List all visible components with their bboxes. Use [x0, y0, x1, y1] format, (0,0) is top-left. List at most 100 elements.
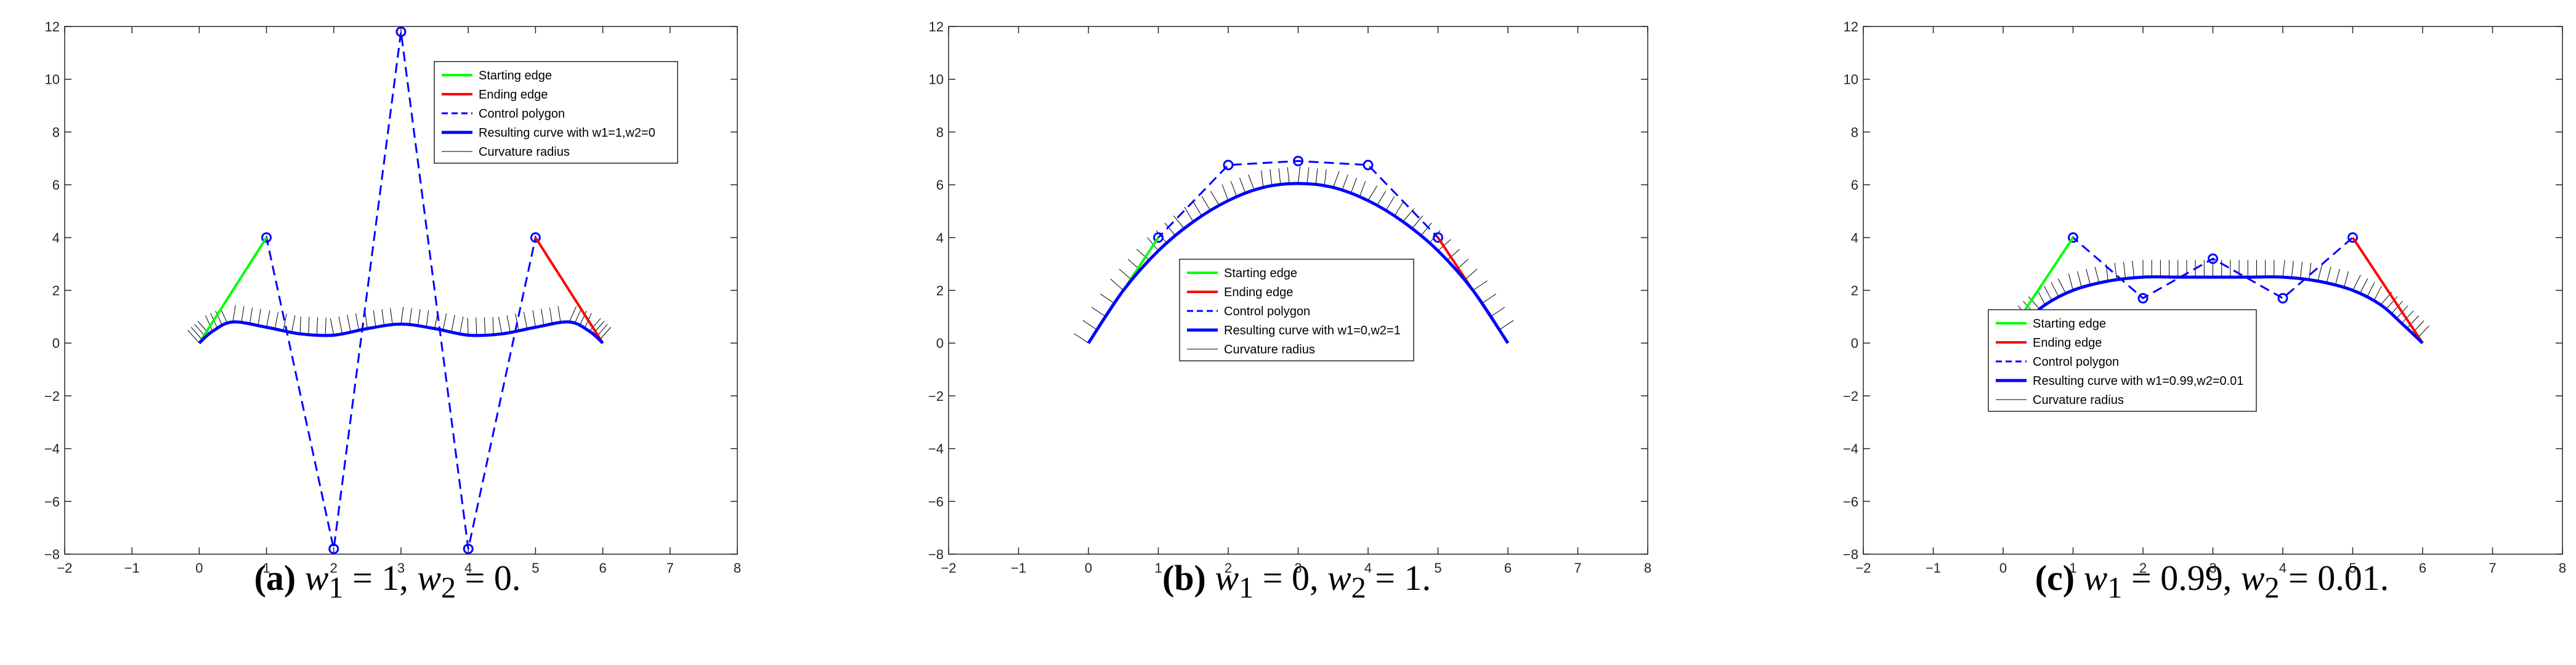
curvature-radius-lines — [1074, 166, 1514, 344]
legend-label: Ending edge — [1224, 286, 1293, 299]
x-tick-label: −1 — [124, 560, 140, 576]
curvature-radius-line — [1385, 196, 1395, 212]
y-tick-label: 6 — [936, 177, 944, 193]
curvature-radius-line — [2282, 260, 2285, 278]
legend-box — [434, 61, 678, 164]
x-tick-label: 3 — [1294, 560, 1302, 576]
curvature-radius-line — [232, 305, 236, 322]
x-tick-label: 5 — [2349, 560, 2356, 576]
x-tick-label: 7 — [666, 560, 674, 576]
curvature-radius-line — [330, 318, 334, 336]
curvature-radius-line — [205, 315, 213, 332]
curvature-radius-line — [1481, 294, 1497, 304]
x-tick-label: 8 — [734, 560, 741, 576]
y-tick-label: −6 — [1843, 494, 1858, 509]
curvature-radius-line — [1446, 249, 1460, 261]
curvature-radius-line — [1287, 167, 1290, 185]
caption-c-w2: 0.01 — [2317, 558, 2380, 598]
y-tick-label: −8 — [1843, 547, 1858, 562]
y-tick-label: 2 — [936, 283, 944, 299]
curvature-radius-line — [257, 308, 261, 326]
curvature-radius-line — [2057, 278, 2067, 294]
y-tick-label: −2 — [1843, 389, 1858, 404]
x-tick-label: 8 — [2559, 560, 2566, 576]
curvature-radius-line — [417, 309, 421, 327]
starting-edge — [198, 236, 268, 344]
curvature-radius-line — [283, 313, 287, 331]
curvature-radius-line — [2123, 262, 2126, 280]
curvature-radius-line — [390, 308, 393, 326]
curvature-radius-line — [532, 310, 536, 328]
x-tick-label: 2 — [2139, 560, 2147, 576]
curvature-radius-line — [1278, 168, 1281, 186]
curvature-radius-line — [2343, 271, 2349, 288]
curvature-radius-line — [249, 307, 253, 325]
legend-label: Curvature radius — [2033, 393, 2124, 407]
y-tick-label: 0 — [52, 336, 60, 351]
curvature-radius-line — [241, 306, 245, 324]
curvature-radius-line — [1230, 181, 1237, 198]
y-tick-label: 12 — [45, 19, 60, 34]
ending-edge — [2351, 236, 2424, 344]
curvature-radius-line — [2391, 300, 2403, 315]
curvature-radius-line — [355, 313, 360, 331]
legend-label: Starting edge — [479, 69, 552, 83]
curvature-radius-line — [347, 315, 351, 332]
caption-b-w2: 1 — [1404, 558, 1422, 598]
y-tick-label: −8 — [44, 547, 60, 562]
curvature-radius-line — [1136, 249, 1150, 261]
caption-a: (a) w1 = 1, w2 = 0. — [254, 558, 521, 605]
x-tick-label: 5 — [1434, 560, 1441, 576]
curvature-radius-line — [426, 310, 429, 328]
curvature-radius-line — [2309, 263, 2312, 280]
control-point — [1433, 232, 1443, 243]
curvature-radius-line — [1332, 171, 1340, 188]
curvature-radius-line — [373, 310, 376, 328]
curvature-radius-line — [1341, 174, 1348, 191]
control-point — [1293, 156, 1303, 167]
curvature-radius-line — [1270, 169, 1273, 187]
curvature-radius-line — [1210, 191, 1220, 206]
curvature-radius-line — [365, 311, 368, 329]
y-tick-label: 6 — [52, 177, 60, 193]
y-tick-label: −8 — [928, 547, 944, 562]
curvature-radius-line — [2068, 273, 2073, 291]
y-tick-label: −6 — [44, 494, 60, 509]
legend-label: Starting edge — [1224, 267, 1297, 280]
x-tick-label: 1 — [262, 560, 270, 576]
control-point — [463, 543, 474, 554]
y-tick-label: 2 — [52, 283, 60, 299]
control-point — [395, 26, 407, 38]
legend: Starting edge Ending edge Control polygon R… — [1988, 309, 2257, 412]
y-tick-label: −6 — [928, 494, 944, 509]
y-tick-label: 0 — [936, 336, 944, 351]
curvature-radius-line — [1100, 294, 1115, 304]
curvature-radius-line — [1438, 239, 1451, 251]
legend: Starting edge Ending edge Control polygon R… — [434, 61, 678, 164]
curvature-radius-line — [523, 312, 528, 329]
curvature-radius-line — [1193, 201, 1202, 217]
legend-label: Control polygon — [2033, 355, 2119, 369]
curvature-radius-line — [2352, 275, 2361, 291]
curvature-radius-line — [442, 313, 447, 331]
curvature-radius-line — [2291, 260, 2294, 278]
y-tick-label: 12 — [1844, 19, 1858, 34]
y-tick-label: 4 — [936, 230, 944, 246]
resulting-curve — [1087, 182, 1510, 344]
control-point — [2347, 232, 2358, 243]
y-tick-label: 8 — [1851, 124, 1858, 140]
x-tick-label: −1 — [1926, 560, 1941, 576]
curvature-radius-line — [1411, 216, 1424, 230]
curvature-radius-line — [1350, 177, 1357, 195]
curvature-radius-line — [1420, 222, 1432, 236]
legend-label: Resulting curve with w1=0,w2=1 — [1224, 324, 1401, 337]
curvature-radius-line — [484, 317, 485, 335]
x-tick-label: 4 — [2279, 560, 2286, 576]
resulting-curve — [198, 320, 604, 345]
curvature-radius-line — [1315, 168, 1318, 186]
legend-label: Ending edge — [479, 88, 548, 102]
curvature-radius-line — [1164, 222, 1177, 236]
